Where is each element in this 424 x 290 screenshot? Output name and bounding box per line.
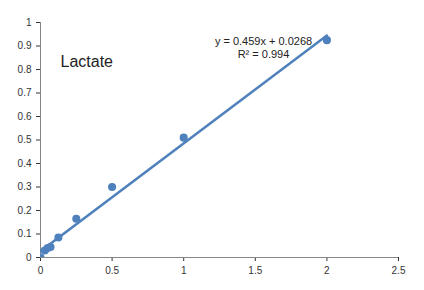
svg-text:2: 2 <box>324 265 330 276</box>
svg-text:0.5: 0.5 <box>105 265 119 276</box>
svg-text:0.8: 0.8 <box>18 64 32 75</box>
svg-text:1: 1 <box>181 265 187 276</box>
svg-text:0.5: 0.5 <box>18 134 32 145</box>
svg-text:0.6: 0.6 <box>18 111 32 122</box>
svg-text:0.2: 0.2 <box>18 205 32 216</box>
svg-text:R² = 0.994: R² = 0.994 <box>238 48 290 60</box>
svg-text:2.5: 2.5 <box>392 265 406 276</box>
svg-text:0.9: 0.9 <box>18 40 32 51</box>
svg-text:0.3: 0.3 <box>18 181 32 192</box>
svg-text:0.1: 0.1 <box>18 228 32 239</box>
svg-text:0: 0 <box>38 265 44 276</box>
svg-text:1: 1 <box>26 17 32 28</box>
svg-text:0.4: 0.4 <box>18 158 32 169</box>
svg-text:0.7: 0.7 <box>18 87 32 98</box>
svg-text:y = 0.459x + 0.0268: y = 0.459x + 0.0268 <box>215 35 312 47</box>
svg-text:1.5: 1.5 <box>248 265 262 276</box>
svg-text:0: 0 <box>26 252 32 263</box>
svg-text:Lactate: Lactate <box>61 53 114 70</box>
